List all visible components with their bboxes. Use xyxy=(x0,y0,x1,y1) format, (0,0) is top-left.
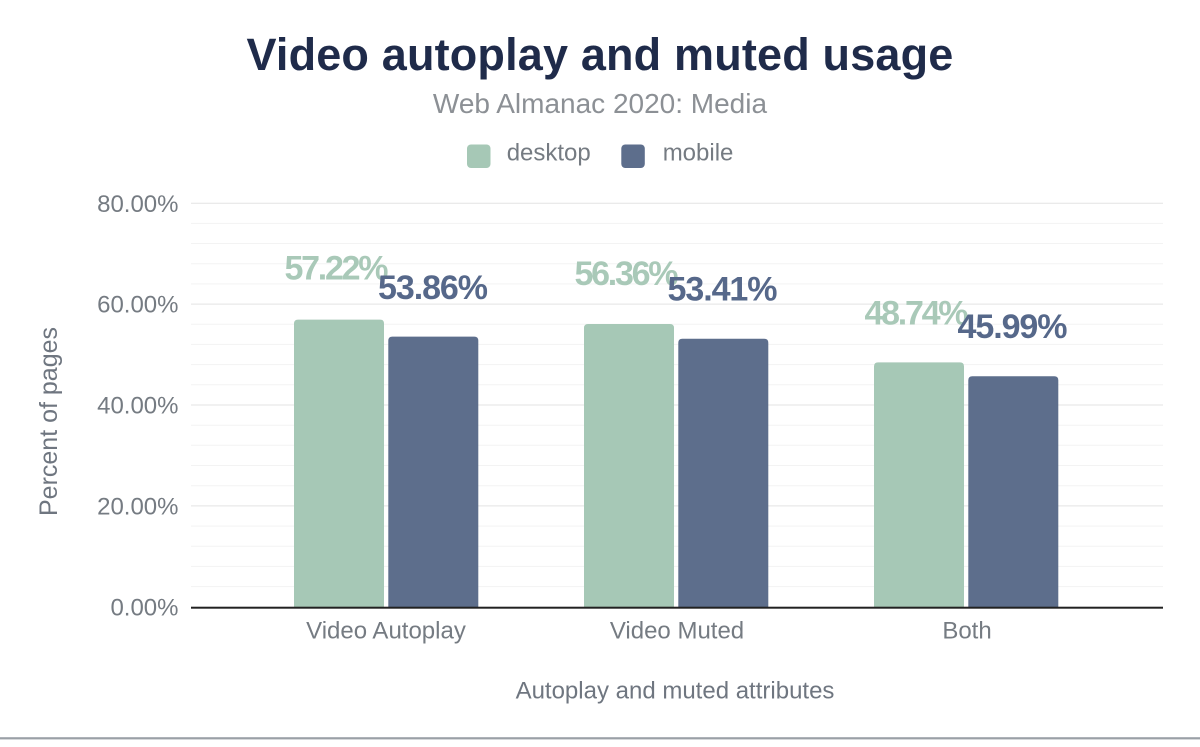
svg-text:0.00%: 0.00% xyxy=(110,594,178,621)
svg-text:45.99%: 45.99% xyxy=(958,308,1068,346)
svg-text:53.86%: 53.86% xyxy=(378,269,488,307)
svg-text:56.36%: 56.36% xyxy=(575,255,679,293)
svg-text:Video Muted: Video Muted xyxy=(610,618,744,645)
svg-text:40.00%: 40.00% xyxy=(97,393,178,420)
svg-text:Autoplay and muted attributes: Autoplay and muted attributes xyxy=(516,678,835,705)
svg-text:Both: Both xyxy=(942,618,991,645)
svg-text:57.22%: 57.22% xyxy=(285,250,389,288)
svg-text:desktop: desktop xyxy=(507,140,591,167)
svg-text:Video autoplay and muted usage: Video autoplay and muted usage xyxy=(247,29,954,80)
svg-text:48.74%: 48.74% xyxy=(865,295,969,333)
svg-text:mobile: mobile xyxy=(663,140,734,167)
svg-text:53.41%: 53.41% xyxy=(668,270,778,308)
svg-text:60.00%: 60.00% xyxy=(97,292,178,319)
svg-text:20.00%: 20.00% xyxy=(97,494,178,521)
svg-text:Video Autoplay: Video Autoplay xyxy=(306,618,466,645)
svg-text:80.00%: 80.00% xyxy=(97,191,178,218)
svg-text:Web Almanac 2020: Media: Web Almanac 2020: Media xyxy=(433,88,768,119)
svg-text:Percent of pages: Percent of pages xyxy=(35,327,63,516)
